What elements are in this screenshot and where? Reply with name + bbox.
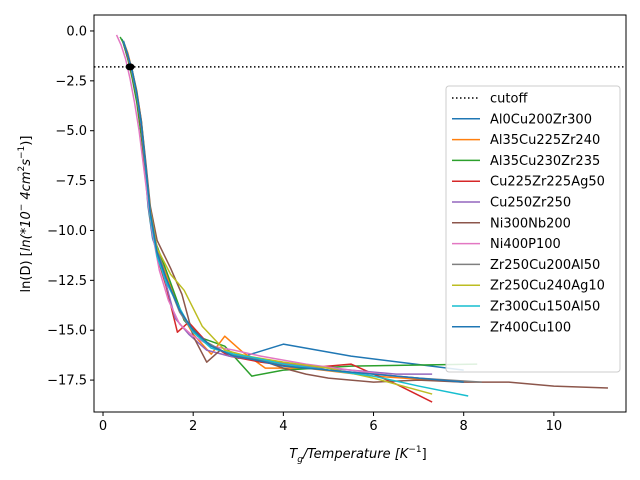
y-tick-label: −5.0: [55, 124, 87, 139]
x-tick-label: 0: [99, 419, 107, 434]
x-axis: 0 2 4 6 8 10: [99, 412, 562, 434]
legend-label-11: Zr400Cu100: [490, 320, 571, 335]
y-tick-label: −15.0: [47, 324, 87, 339]
y-tick-label: −12.5: [47, 274, 87, 289]
y-axis: 0.0 −2.5 −5.0 −7.5 −10.0 −12.5 −15.0 −17.5: [47, 24, 94, 389]
legend-label-2: Al35Cu225Zr240: [490, 133, 600, 148]
y-axis-label: ln(D) [ln(*10− 4cm2s−1)]: [17, 136, 34, 293]
legend-label-9: Zr250Cu240Ag10: [490, 279, 605, 294]
legend-label-3: Al35Cu230Zr235: [490, 154, 600, 169]
legend-label-10: Zr300Cu150Al50: [490, 300, 600, 315]
series-line-10: [122, 40, 464, 383]
axes-frame: [93, 14, 627, 413]
y-tick-label: −7.5: [55, 174, 87, 189]
x-tick-label: 4: [279, 419, 287, 434]
legend-label-6: Ni300Nb200: [490, 216, 571, 231]
y-tick-label: −10.0: [47, 224, 87, 239]
legend-label-8: Zr250Cu200Al50: [490, 258, 600, 273]
x-tick-label: 8: [460, 419, 468, 434]
y-tick-label: 0.0: [66, 24, 87, 39]
y-tick-label: −17.5: [47, 374, 87, 389]
y-tick-label: −2.5: [55, 74, 87, 89]
legend-label-0: cutoff: [490, 92, 528, 107]
legend-label-5: Cu250Zr250: [490, 196, 571, 211]
legend-label-1: Al0Cu200Zr300: [490, 112, 592, 127]
x-tick-label: 10: [546, 419, 563, 434]
legend-label-7: Ni400P100: [490, 237, 561, 252]
cutoff-marker: [125, 63, 135, 71]
legend: cutoff Al0Cu200Zr300 Al35Cu225Zr240 Al35Cu2…: [445, 85, 621, 373]
x-tick-label: 6: [369, 419, 377, 434]
series-line-6: [115, 34, 419, 379]
legend-label-4: Cu225Zr225Ag50: [490, 175, 605, 190]
plot-area: [94, 34, 626, 403]
legend-box: [445, 85, 621, 373]
x-tick-label: 2: [189, 419, 197, 434]
x-axis-label: Tg/Temperature [K−1]: [289, 445, 426, 465]
